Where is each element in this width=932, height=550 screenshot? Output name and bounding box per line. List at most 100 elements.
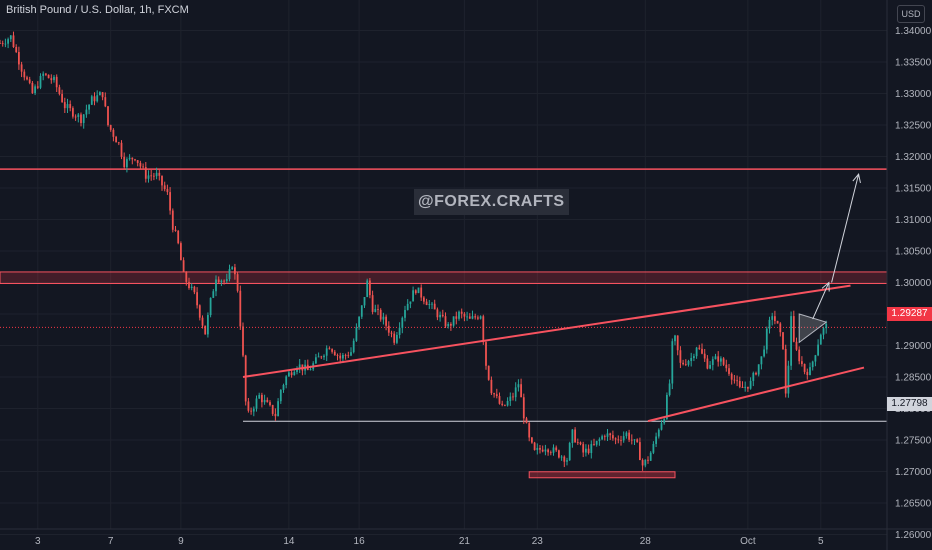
candle-body — [595, 440, 598, 445]
candle-body — [177, 230, 180, 244]
candle-body — [244, 355, 247, 402]
candle-body — [809, 367, 811, 376]
candle-body — [506, 400, 509, 406]
candle-body — [787, 365, 790, 394]
candle-body — [317, 356, 320, 358]
candle-body — [792, 316, 795, 342]
candle-body — [155, 172, 158, 177]
candle-body — [350, 352, 352, 356]
candle-body — [4, 43, 7, 45]
candle-body — [703, 353, 706, 359]
candle-body — [633, 439, 636, 441]
candle-body — [104, 97, 107, 107]
candle-body — [603, 436, 606, 438]
candle-body — [231, 267, 234, 270]
candle-body — [601, 436, 603, 440]
candle-body — [822, 328, 825, 335]
candle-body — [23, 71, 26, 78]
candle-body — [806, 371, 809, 376]
candle-body — [42, 73, 45, 76]
candle-body — [31, 82, 34, 94]
candle-body — [53, 76, 55, 81]
candle-body — [45, 73, 47, 75]
candle-body — [66, 104, 69, 109]
candle-body — [342, 355, 344, 359]
candle-body — [504, 404, 506, 406]
candle-body — [288, 372, 290, 377]
arrow-head — [852, 173, 861, 184]
arrow-head — [821, 281, 830, 292]
y-tick-label: 1.30000 — [895, 278, 932, 289]
x-tick-label: 23 — [532, 536, 544, 547]
candle-body — [525, 418, 528, 424]
candle-body — [528, 423, 531, 438]
candle-body — [26, 77, 28, 80]
candle-body — [458, 311, 460, 319]
candle-body — [717, 356, 720, 362]
candle-body — [487, 365, 490, 380]
candle-body — [290, 372, 293, 376]
candle-body — [563, 456, 566, 462]
candle-body — [293, 371, 296, 376]
candle-body — [115, 136, 117, 143]
candle-body — [147, 175, 150, 179]
candle-body — [406, 303, 409, 310]
candle-body — [760, 356, 763, 365]
candle-body — [663, 418, 666, 424]
x-tick-label: 14 — [283, 536, 295, 547]
candle-body — [190, 286, 193, 289]
candle-body — [598, 439, 601, 441]
candle-body — [77, 114, 80, 118]
candle-body — [768, 319, 771, 329]
candle-body — [228, 269, 231, 280]
y-tick-label: 1.30500 — [895, 247, 932, 258]
price-axis[interactable]: 1.34000 1.33500 1.33000 1.32500 1.32000 1.315… — [886, 0, 932, 550]
candle-body — [747, 386, 749, 389]
candle-body — [765, 328, 768, 350]
candle-body — [261, 394, 263, 403]
candle-body — [271, 405, 274, 414]
candle-body — [207, 315, 209, 335]
candle-body — [477, 317, 479, 319]
candle-body — [647, 459, 649, 461]
candle-body — [117, 142, 120, 144]
candle-body — [93, 96, 96, 102]
candle-body — [684, 364, 687, 365]
candle-body — [420, 287, 423, 298]
candle-body — [387, 325, 390, 333]
chart-annotations — [242, 173, 865, 423]
candle-body — [382, 316, 385, 320]
candle-body — [109, 125, 112, 130]
candle-body — [655, 436, 657, 444]
candle-body — [282, 384, 285, 390]
candle-body — [209, 297, 212, 316]
candle-body — [99, 92, 101, 96]
candle-body — [234, 267, 236, 275]
candle-body — [657, 429, 660, 437]
candle-body — [320, 356, 323, 358]
candle-body — [355, 327, 358, 341]
candle-body — [325, 348, 328, 356]
candle-body — [614, 438, 617, 440]
currency-button[interactable]: USD — [897, 5, 925, 23]
candle-body — [20, 64, 23, 72]
candle-body — [220, 280, 223, 282]
candle-body — [641, 460, 644, 466]
candle-body — [223, 280, 225, 282]
candle-body — [215, 279, 217, 292]
x-tick-label: 9 — [178, 536, 184, 547]
candle-body — [741, 386, 744, 388]
candle-body — [298, 364, 301, 369]
candle-body — [180, 243, 182, 261]
x-tick-label: 21 — [459, 536, 471, 547]
candle-body — [315, 357, 317, 364]
candle-body — [687, 360, 690, 365]
candle-body — [447, 323, 450, 327]
candle-body — [7, 39, 9, 44]
candle-body — [495, 394, 498, 397]
candle-body — [622, 436, 625, 441]
candle-body — [1, 43, 4, 44]
time-axis[interactable]: 3 7 9 14 16 21 23 28 Oct 5 — [0, 528, 932, 547]
candle-body — [711, 359, 714, 365]
